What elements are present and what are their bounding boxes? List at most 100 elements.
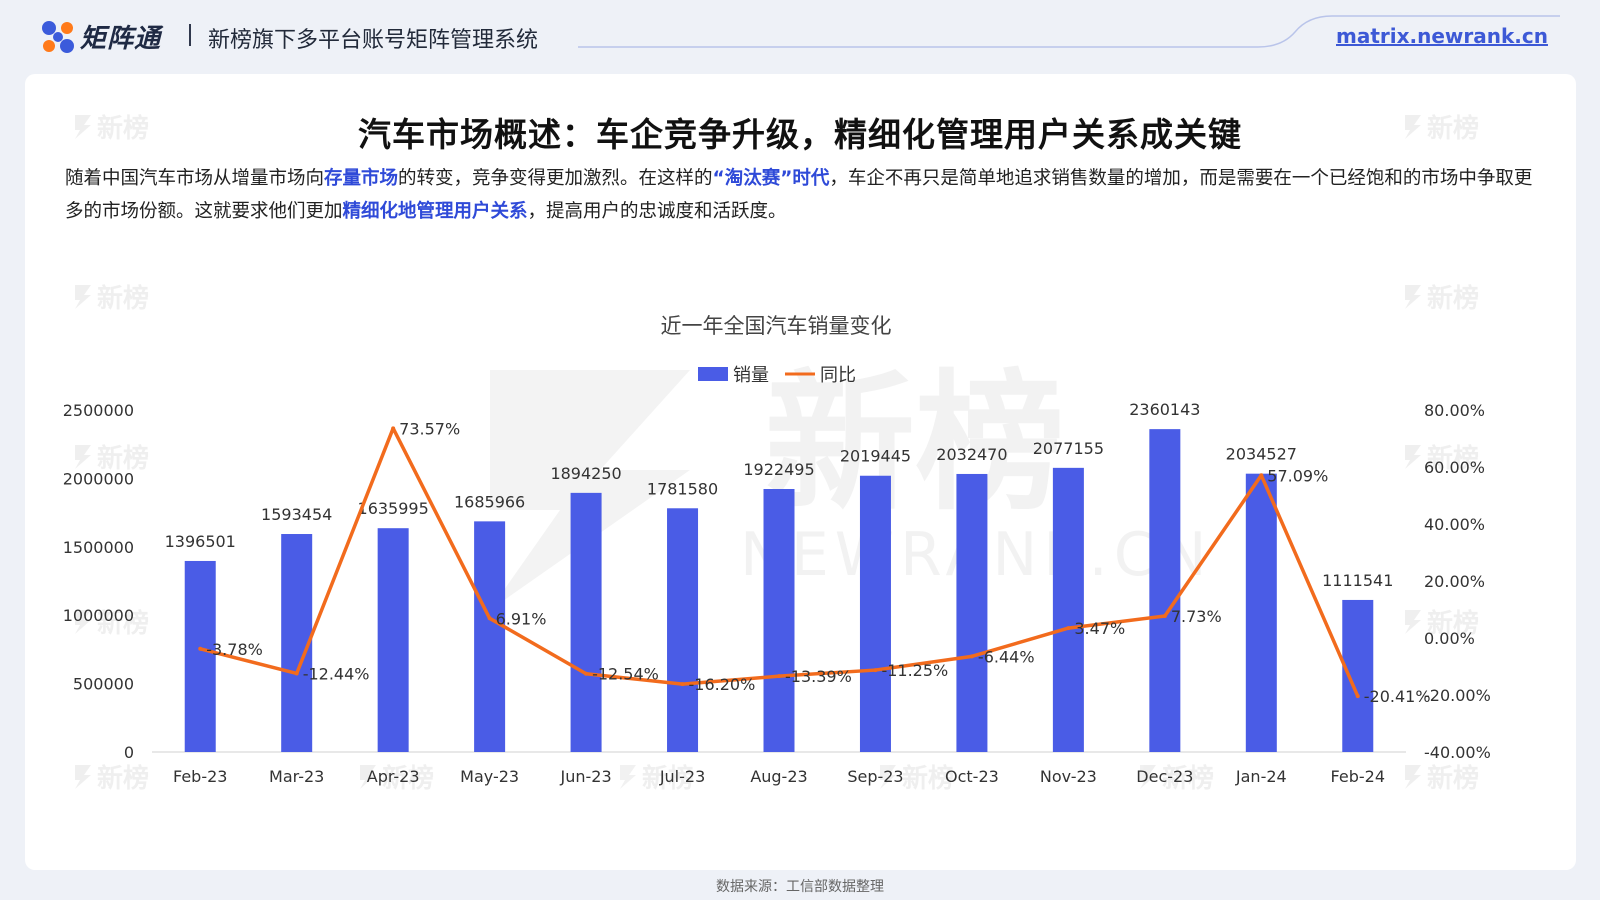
- x-tick-label: Jun-23: [560, 767, 612, 786]
- x-tick-label: Feb-24: [1331, 767, 1385, 786]
- bar-sales: [377, 528, 409, 752]
- x-tick-label: Feb-23: [173, 767, 227, 786]
- y-right-tick-label: 60.00%: [1424, 458, 1485, 477]
- line-point: [391, 426, 396, 431]
- bar-sales: [1149, 429, 1181, 752]
- line-point: [584, 671, 589, 676]
- line-point: [873, 668, 878, 673]
- intro-paragraph: 随着中国汽车市场从增量市场向存量市场的转变，竞争变得更加激烈。在这样的“淘汰赛”…: [65, 162, 1545, 228]
- bar-value-label: 1685966: [454, 492, 525, 511]
- bar-sales: [474, 521, 506, 752]
- bar-value-label: 2032470: [936, 445, 1007, 464]
- y-left-tick-label: 0: [124, 743, 134, 762]
- bar-value-label: 2019445: [840, 447, 911, 466]
- x-tick-label: May-23: [460, 767, 519, 786]
- line-point: [1162, 613, 1167, 618]
- line-value-label: -12.54%: [592, 665, 659, 684]
- line-point: [680, 682, 685, 687]
- line-value-label: -13.39%: [785, 667, 852, 686]
- line-point: [1066, 626, 1071, 631]
- app-logo[interactable]: 矩阵通: [40, 18, 161, 55]
- bar-value-label: 1922495: [743, 460, 814, 479]
- y-right-tick-label: 0.00%: [1424, 629, 1475, 648]
- bar-value-label: 2034527: [1226, 445, 1297, 464]
- legend-label-bar: 销量: [733, 365, 769, 386]
- bar-sales: [956, 473, 988, 752]
- x-tick-label: Apr-23: [367, 767, 420, 786]
- y-left-tick-label: 2500000: [63, 401, 134, 420]
- x-tick-label: Mar-23: [269, 767, 324, 786]
- header-decoration-line: [578, 15, 1560, 48]
- x-tick-label: Jan-24: [1235, 767, 1287, 786]
- chart-title: 近一年全国汽车销量变化: [661, 314, 892, 338]
- bar-value-label: 2077155: [1033, 439, 1104, 458]
- line-value-label: -11.25%: [881, 661, 948, 680]
- y-right-tick-label: 80.00%: [1424, 401, 1485, 420]
- bar-sales: [1052, 467, 1084, 752]
- line-value-label: -6.44%: [978, 647, 1035, 666]
- line-point: [969, 654, 974, 659]
- line-value-label: 73.57%: [399, 419, 460, 438]
- intro-highlight: “淘汰赛”时代: [712, 168, 830, 189]
- line-value-label: 7.73%: [1171, 607, 1222, 626]
- bar-sales: [667, 508, 699, 752]
- bar-sales: [1342, 599, 1374, 752]
- line-value-label: -3.78%: [206, 640, 263, 659]
- x-tick-label: Jul-23: [659, 767, 705, 786]
- line-point: [487, 616, 492, 621]
- source-note: 数据来源：工信部数据整理: [716, 879, 884, 895]
- logo-icon: [42, 20, 74, 53]
- bar-value-label: 1111541: [1322, 571, 1393, 590]
- bar-value-label: 1593454: [261, 505, 332, 524]
- line-point: [1355, 694, 1360, 699]
- site-link[interactable]: matrix.newrank.cn: [1336, 24, 1548, 48]
- line-point: [198, 646, 203, 651]
- y-right-tick-label: -20.00%: [1424, 686, 1491, 705]
- intro-highlight: 存量市场: [324, 168, 399, 189]
- bar-sales: [859, 475, 891, 752]
- bar-value-label: 1635995: [358, 499, 429, 518]
- y-right-tick-label: 20.00%: [1424, 572, 1485, 591]
- y-left-tick-label: 500000: [73, 675, 134, 694]
- page-title: 汽车市场概述：车企竞争升级，精细化管理用户关系成关键: [358, 115, 1242, 154]
- line-point: [777, 674, 781, 679]
- y-right-tick-label: -40.00%: [1424, 743, 1491, 762]
- header-divider: [189, 24, 191, 46]
- legend-swatch-bar: [698, 367, 728, 381]
- bar-value-label: 1396501: [165, 532, 236, 551]
- x-tick-label: Nov-23: [1040, 767, 1097, 786]
- bar-sales: [184, 560, 216, 752]
- chart-legend: 销量 同比: [698, 365, 856, 386]
- intro-text: ，提高用户的忠诚度和活跃度。: [527, 201, 787, 222]
- bar-sales: [1245, 473, 1277, 752]
- legend-label-line: 同比: [820, 365, 856, 386]
- x-tick-label: Dec-23: [1136, 767, 1193, 786]
- line-value-label: 3.47%: [1074, 619, 1125, 638]
- bar-value-label: 1781580: [647, 479, 718, 498]
- bar-value-label: 1894250: [550, 464, 621, 483]
- line-point: [294, 671, 299, 676]
- line-value-label: -12.44%: [303, 664, 370, 683]
- system-name: 新榜旗下多平台账号矩阵管理系统: [208, 28, 539, 53]
- x-tick-label: Oct-23: [945, 767, 999, 786]
- bar-sales: [570, 492, 602, 752]
- bar-value-label: 2360143: [1129, 400, 1200, 419]
- x-tick-label: Aug-23: [750, 767, 807, 786]
- y-left-tick-label: 1500000: [63, 538, 134, 557]
- line-point: [1259, 473, 1264, 478]
- intro-text: ，车企不再只是简单地追求销售数量的增加，而是需要在一个已经饱和的市场中争取更多的…: [65, 168, 1533, 222]
- intro-text: 的转变，竞争变得更加激烈。在这样的: [398, 168, 713, 189]
- intro-text: 随着中国汽车市场从增量市场向: [65, 168, 325, 189]
- y-right-tick-label: 40.00%: [1424, 515, 1485, 534]
- y-left-tick-label: 2000000: [63, 469, 134, 488]
- y-left-tick-label: 1000000: [63, 606, 134, 625]
- line-value-label: 57.09%: [1267, 466, 1328, 485]
- x-tick-label: Sep-23: [847, 767, 903, 786]
- header: 矩阵通 新榜旗下多平台账号矩阵管理系统 matrix.newrank.cn: [0, 0, 1600, 72]
- line-value-label: -20.41%: [1364, 687, 1431, 706]
- bar-sales: [763, 489, 795, 752]
- line-value-label: 6.91%: [496, 609, 547, 628]
- app-name: 矩阵通: [80, 24, 162, 54]
- intro-highlight: 精细化地管理用户关系: [342, 201, 528, 222]
